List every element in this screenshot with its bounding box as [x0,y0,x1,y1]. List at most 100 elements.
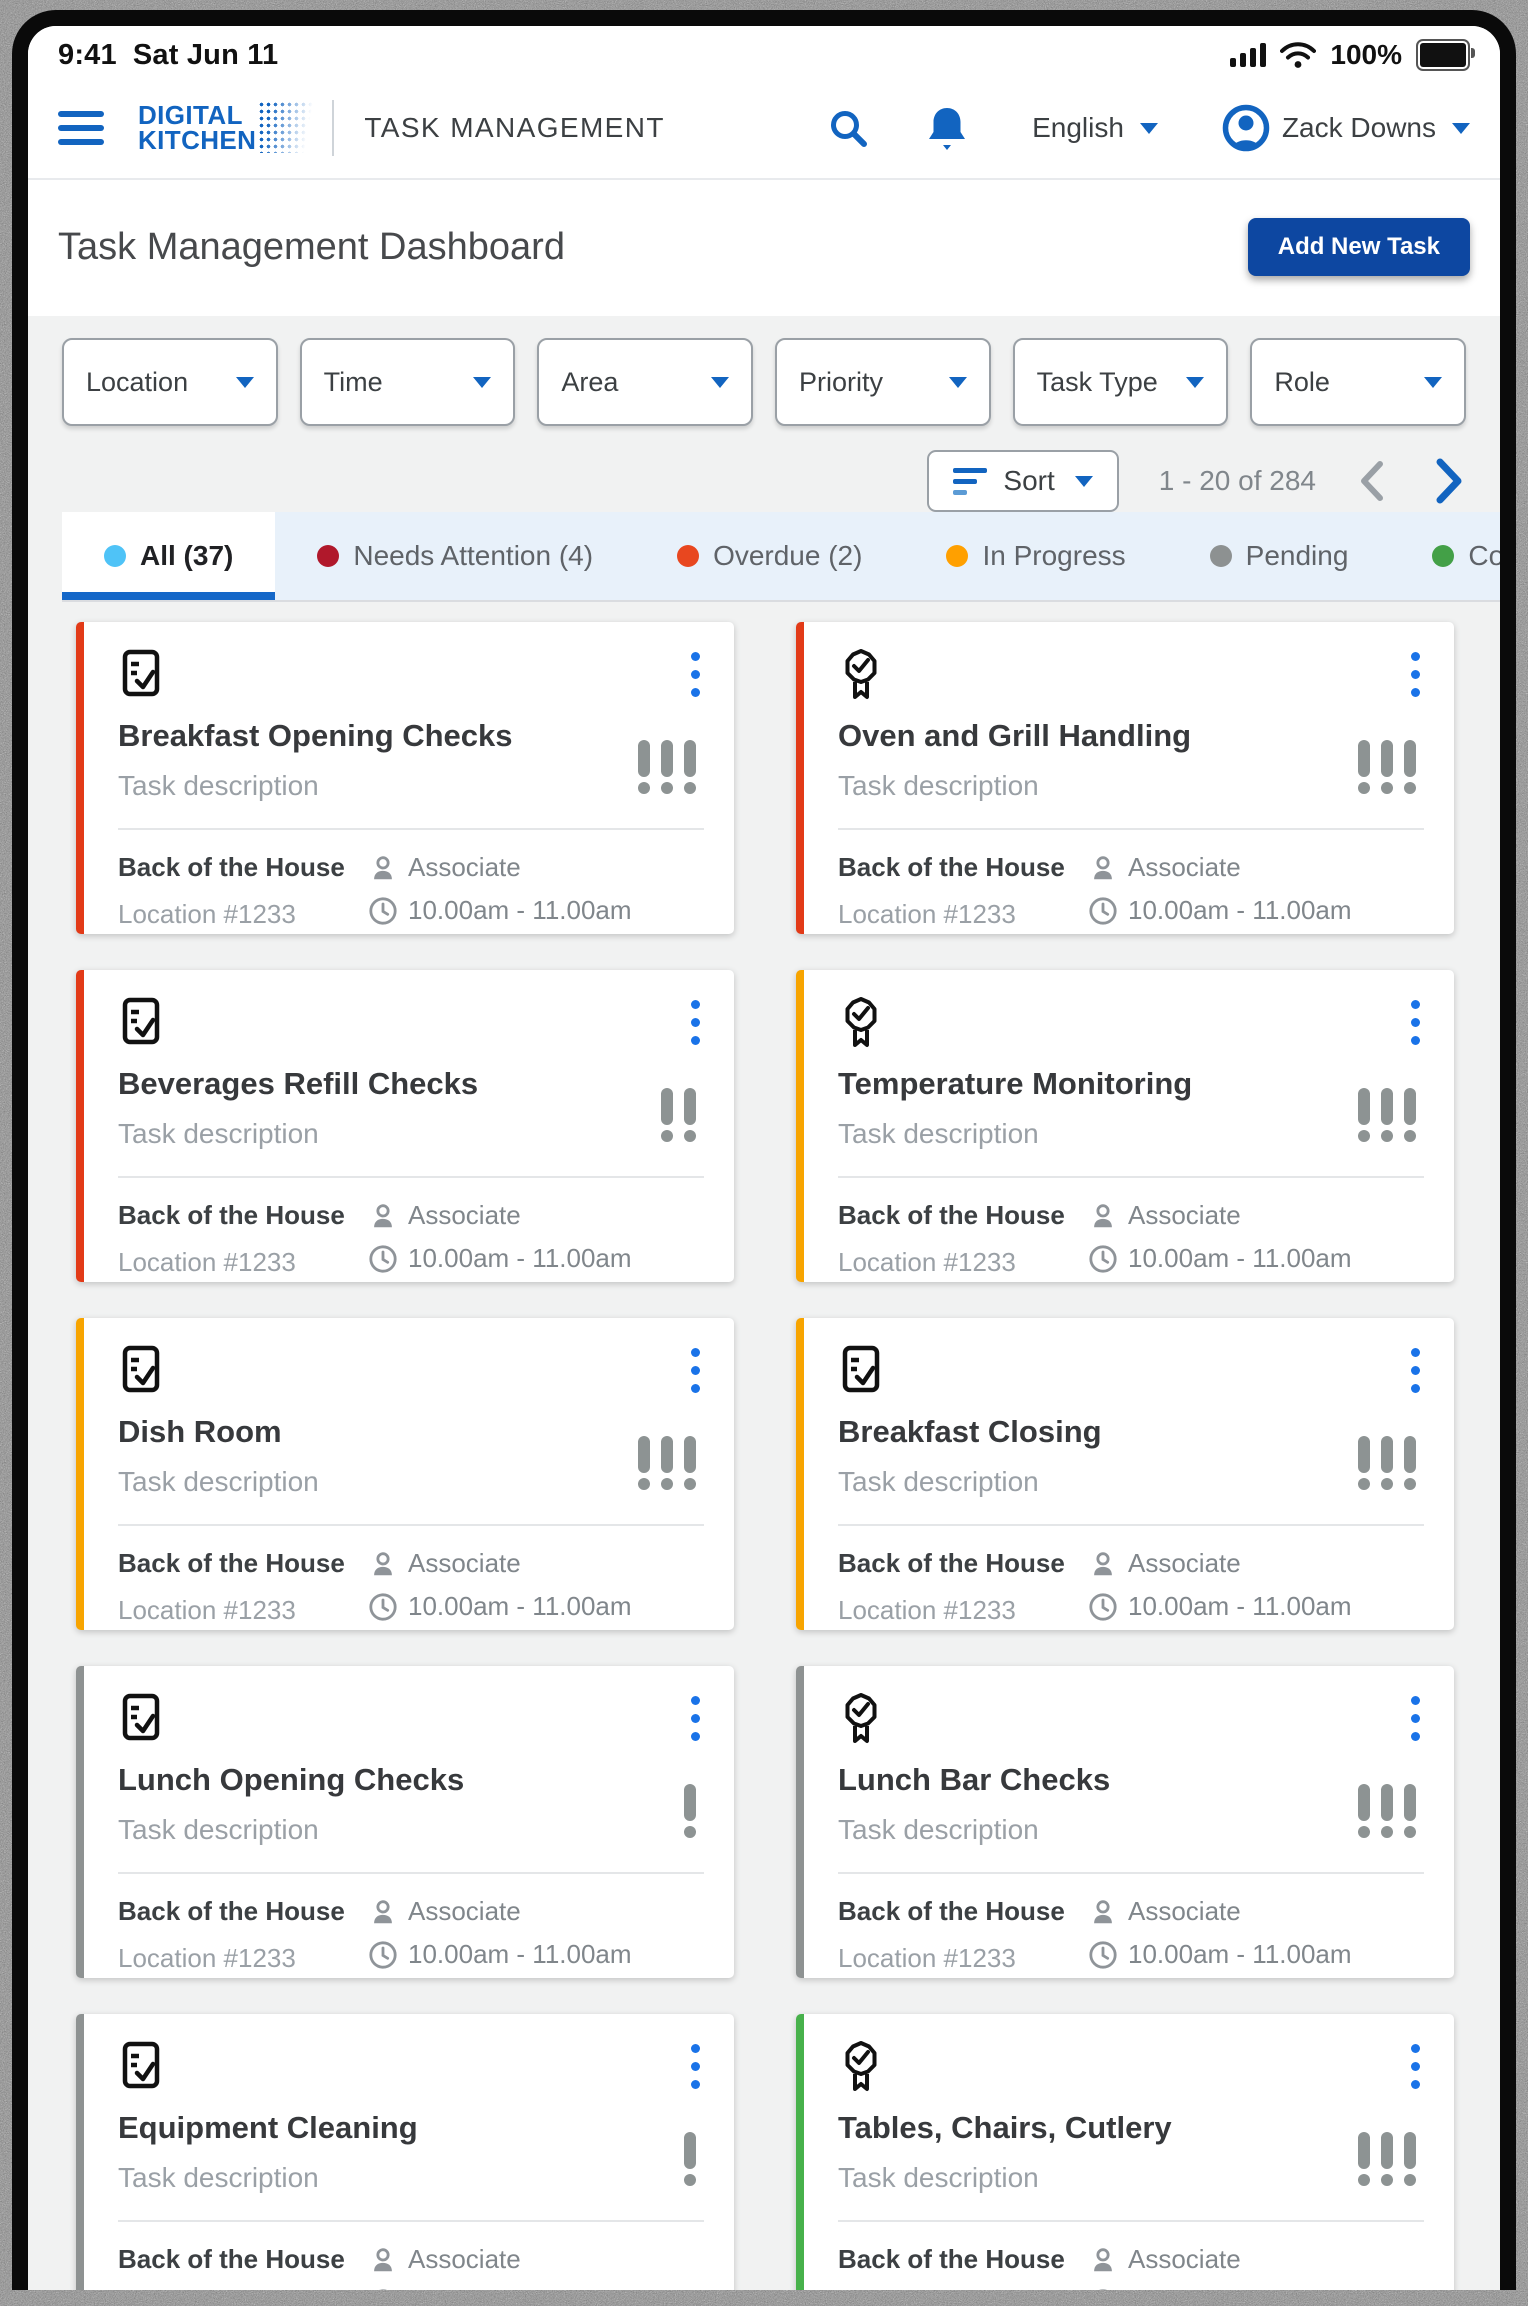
filter-dropdown[interactable]: Priority [775,338,991,426]
task-title: Breakfast Closing [838,1414,1102,1449]
chevron-right-icon[interactable] [1432,457,1466,505]
card-divider [118,828,704,830]
task-description: Task description [118,2162,319,2193]
kebab-menu-icon[interactable] [1407,1344,1424,1397]
task-card[interactable]: Tables, Chairs, Cutlery Task description… [796,2014,1454,2290]
task-time: 10.00am - 11.00am [408,1591,632,1621]
task-card[interactable]: Dish Room Task description Back of the H… [76,1318,734,1630]
task-time: 10.00am - 11.00am [408,2287,632,2290]
card-footer: Back of the House Location #1233 Associa… [838,2244,1424,2290]
card-divider [118,1176,704,1178]
task-area: Back of the House [838,1548,1065,1578]
chevron-left-icon[interactable] [1356,459,1388,503]
task-card[interactable]: Breakfast Opening Checks Task descriptio… [76,622,734,934]
kebab-menu-icon[interactable] [687,1344,704,1397]
clock-icon [1089,1244,1117,1273]
kebab-menu-icon[interactable] [687,648,704,701]
task-card[interactable]: Beverages Refill Checks Task description… [76,970,734,1282]
task-card[interactable]: Equipment Cleaning Task description Back… [76,2014,734,2290]
priority-indicator [1358,740,1416,794]
language-label: English [1032,112,1124,143]
task-role: Associate [408,1896,521,1926]
bell-icon[interactable] [926,105,968,151]
task-card[interactable]: Lunch Opening Checks Task description Ba… [76,1666,734,1978]
user-menu[interactable]: Zack Downs [1222,104,1470,152]
priority-indicator [1358,1436,1416,1490]
caret-down-icon [1186,376,1205,388]
status-dot-icon [946,545,969,567]
task-title: Temperature Monitoring [838,1066,1193,1101]
status-time: 9:41 [58,38,117,71]
card-footer: Back of the House Location #1233 Associa… [838,1896,1424,1974]
filter-dropdown[interactable]: Role [1250,338,1466,426]
task-card[interactable]: Lunch Bar Checks Task description Back o… [796,1666,1454,1978]
kebab-menu-icon[interactable] [687,1692,704,1745]
battery-icon [1416,39,1475,71]
badge-icon [838,2040,884,2092]
status-tab[interactable]: Pending [1168,512,1391,600]
card-footer: Back of the House Location #1233 Associa… [118,2244,704,2290]
task-location: Location #1233 [838,1595,1016,1625]
clock-icon [369,1244,397,1273]
task-description: Task description [118,1118,319,1149]
task-location: Location #1233 [118,1943,296,1973]
status-tab[interactable]: Needs Attention (4) [275,512,635,600]
filter-dropdown[interactable]: Time [299,338,516,426]
language-selector[interactable]: English [1032,112,1158,144]
task-description: Task description [118,1466,319,1497]
status-tab[interactable]: All (37) [62,512,276,600]
sort-icon [953,467,988,495]
task-role: Associate [408,852,521,882]
task-role: Associate [1128,1896,1241,1926]
task-time: 10.00am - 11.00am [408,1243,632,1273]
caret-down-icon [711,376,729,388]
task-time: 10.00am - 11.00am [1128,1591,1352,1621]
checklist-icon [118,648,166,698]
card-divider [838,1176,1424,1178]
task-card[interactable]: Temperature Monitoring Task description … [796,970,1454,1282]
status-tab[interactable]: Overdue (2) [635,512,904,600]
tab-label: Overdue (2) [713,540,863,571]
task-area: Back of the House [118,852,345,882]
kebab-menu-icon[interactable] [687,996,704,1049]
filter-dropdown[interactable]: Task Type [1012,338,1229,426]
status-dot-icon [1432,545,1455,567]
status-tab[interactable]: In Progress [904,512,1167,600]
kebab-menu-icon[interactable] [1407,2040,1424,2093]
card-divider [118,2220,704,2222]
kebab-menu-icon[interactable] [687,2040,704,2093]
status-dot-icon [677,545,700,567]
caret-down-icon [948,376,967,388]
person-icon [374,1899,392,1923]
person-icon [374,1551,392,1575]
checklist-icon [118,1692,166,1742]
filter-dropdown[interactable]: Area [537,338,753,426]
task-area: Back of the House [118,1548,345,1578]
sort-button[interactable]: Sort [927,450,1119,512]
status-tab[interactable]: Completed [1390,512,1500,600]
add-new-task-button[interactable]: Add New Task [1247,218,1470,276]
dashboard-content: Location Time Area Priority [28,316,1500,2290]
card-footer: Back of the House Location #1233 Associa… [118,1200,704,1278]
filter-label: Location [86,366,189,397]
clock-icon [1089,1592,1117,1621]
task-role: Associate [408,2244,521,2274]
card-divider [838,1524,1424,1526]
card-footer: Back of the House Location #1233 Associa… [838,852,1424,930]
kebab-menu-icon[interactable] [1407,996,1424,1049]
wifi-icon [1280,42,1317,68]
hamburger-menu-icon[interactable] [58,111,104,145]
task-card[interactable]: Oven and Grill Handling Task description… [796,622,1454,934]
kebab-menu-icon[interactable] [1407,648,1424,701]
task-card[interactable]: Breakfast Closing Task description Back … [796,1318,1454,1630]
tab-label: Completed [1468,540,1500,571]
tab-label: Needs Attention (4) [353,540,594,571]
person-icon [374,1203,392,1227]
tab-label: Pending [1245,540,1349,571]
filter-dropdown[interactable]: Location [62,338,278,426]
checklist-icon [118,996,166,1046]
kebab-menu-icon[interactable] [1407,1692,1424,1745]
search-icon[interactable] [826,106,870,150]
page-title-bar: Task Management Dashboard Add New Task [28,180,1500,316]
card-divider [838,828,1424,830]
